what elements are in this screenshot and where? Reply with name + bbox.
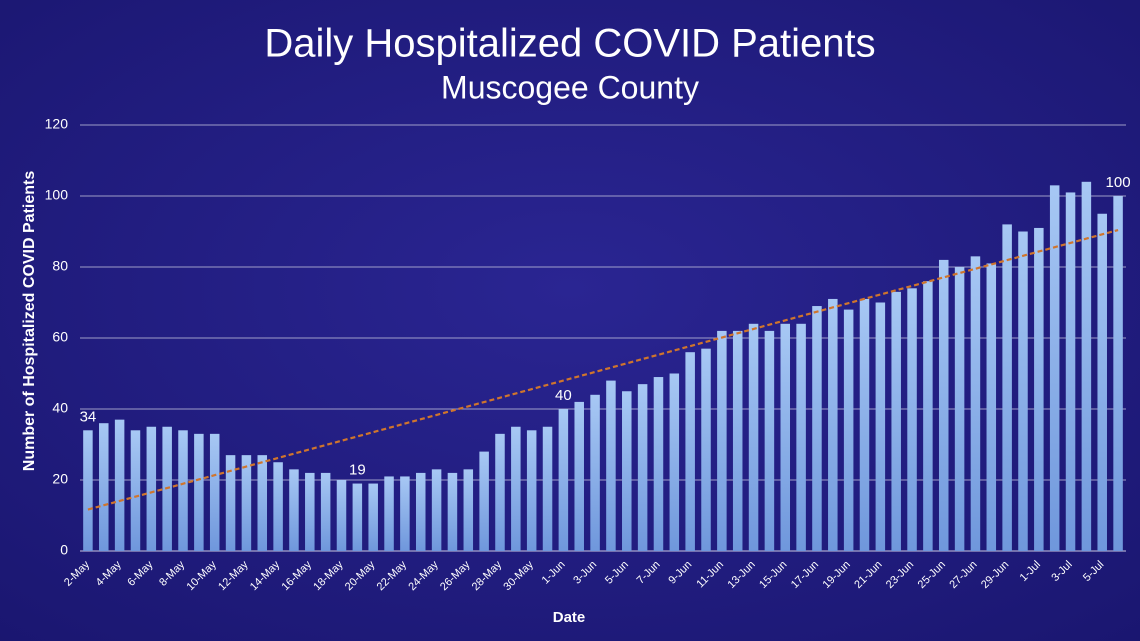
y-tick-label: 120 <box>45 116 69 132</box>
bar <box>194 433 204 551</box>
bar <box>400 476 410 551</box>
bar <box>764 330 775 551</box>
bar <box>225 455 236 551</box>
bar <box>1018 231 1028 551</box>
bar <box>1002 224 1012 551</box>
bar <box>606 380 616 551</box>
bar <box>114 419 125 551</box>
bar <box>146 426 157 551</box>
bar <box>241 455 252 551</box>
bar <box>1081 181 1092 552</box>
y-tick-label: 40 <box>52 400 68 416</box>
bar <box>558 409 569 551</box>
chart-subtitle: Muscogee County <box>441 69 699 105</box>
data-label: 34 <box>80 408 97 425</box>
bar <box>812 306 822 551</box>
bar <box>717 330 727 551</box>
bar <box>495 433 505 551</box>
bar <box>352 483 363 551</box>
data-label: 100 <box>1106 174 1131 191</box>
bar <box>511 426 521 551</box>
bar <box>479 451 489 551</box>
bar <box>685 352 695 551</box>
bar <box>891 291 901 551</box>
bar <box>859 298 870 551</box>
bar <box>590 394 600 551</box>
bar <box>780 323 791 551</box>
bar <box>447 472 458 551</box>
bar <box>526 430 537 551</box>
bar <box>828 298 838 551</box>
y-tick-label: 60 <box>52 329 68 345</box>
bar <box>83 430 93 551</box>
bar <box>336 480 347 551</box>
bar <box>637 384 648 551</box>
data-label: 19 <box>349 462 366 479</box>
bar <box>305 472 315 551</box>
bar <box>796 323 806 551</box>
bar <box>907 288 917 551</box>
bar <box>954 267 965 551</box>
bar <box>257 455 268 551</box>
bar <box>384 476 394 551</box>
bar <box>653 377 664 551</box>
bar <box>463 469 474 551</box>
y-axis-label: Number of Hospitalized COVID Patients <box>21 171 38 472</box>
bar <box>986 263 997 551</box>
bar <box>415 472 426 551</box>
bar <box>289 469 299 551</box>
chart-title: Daily Hospitalized COVID Patients <box>264 22 875 66</box>
bar <box>368 483 378 551</box>
bar <box>1097 213 1107 551</box>
bar <box>1049 185 1060 551</box>
bar <box>130 430 141 551</box>
bar <box>938 259 949 551</box>
bar <box>431 469 442 551</box>
y-tick-label: 80 <box>52 258 68 274</box>
bar <box>970 256 981 551</box>
bar <box>542 426 553 551</box>
bar <box>99 423 109 551</box>
bar <box>875 302 886 551</box>
bar <box>1034 227 1044 551</box>
y-tick-label: 20 <box>52 471 68 487</box>
bar <box>273 462 283 551</box>
trendline <box>87 228 1119 511</box>
bar <box>178 430 188 551</box>
y-tick-label: 0 <box>60 542 68 558</box>
bar <box>1065 192 1076 551</box>
bar <box>1113 196 1123 551</box>
bar <box>574 401 584 551</box>
y-tick-label: 100 <box>45 187 69 203</box>
bar <box>843 309 854 551</box>
bar <box>209 433 220 551</box>
bar <box>732 330 743 551</box>
bar <box>748 323 759 551</box>
data-label: 40 <box>555 387 572 404</box>
bar <box>701 348 711 551</box>
bar <box>923 281 933 551</box>
bar <box>622 391 632 551</box>
bar <box>669 373 680 551</box>
x-axis-label: Date <box>553 609 586 626</box>
bar <box>320 472 331 551</box>
